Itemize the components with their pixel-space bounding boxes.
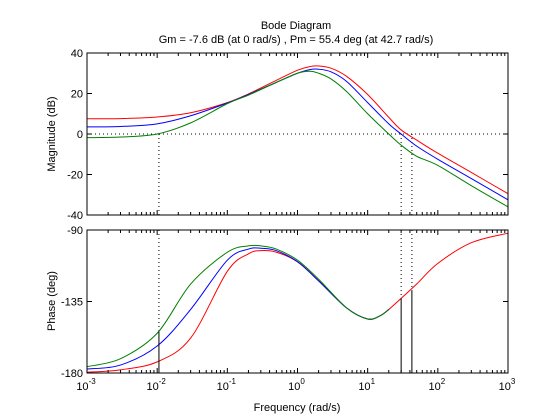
phase-x-tick-label: 103 [499, 377, 516, 393]
phase-x-tick-exponent: 1 [371, 377, 376, 386]
chart-subtitle: Gm = -7.6 dB (at 0 rad/s) , Pm = 55.4 de… [159, 34, 434, 46]
phase-x-tick-label: 100 [288, 377, 305, 393]
phase-guide-lines [158, 230, 413, 332]
x-axis-label: Frequency (rad/s) [254, 402, 341, 414]
phase-x-tick-exponent: -1 [229, 377, 237, 386]
magnitude-y-tick-label: -40 [67, 210, 83, 222]
phase-y-tick-label: -135 [61, 297, 83, 309]
phase-x-tick-label: 10-2 [146, 377, 166, 393]
phase-x-tick-exponent: 0 [300, 377, 305, 386]
magnitude-plot-frame [86, 52, 509, 216]
magnitude-plot: -40 -20 0 20 40 Magnitude (dB) [46, 48, 509, 222]
phase-y-tick-label: -90 [67, 225, 83, 237]
magnitude-y-tick-label: 40 [71, 48, 83, 60]
magnitude-y-axis-label: Magnitude (dB) [46, 96, 58, 171]
magnitude-series-line-blue [86, 68, 509, 201]
magnitude-series [86, 65, 509, 208]
phase-x-tick-exponent: 3 [511, 377, 516, 386]
phase-plot: -180 -135 -90 1 0 -3 10-2 10-1 100 101 102 103 Phas… [46, 225, 516, 393]
chart-title: Bode Diagram [261, 20, 331, 32]
phase-y-axis-label: Phase (deg) [46, 271, 58, 331]
phase-x-tick-label: 10-1 [217, 377, 237, 393]
magnitude-series-line-red [86, 65, 509, 195]
magnitude-series-line-green [86, 70, 509, 208]
phase-y-tick-label: -180 [61, 368, 83, 380]
phase-x-tick-exponent: -2 [159, 377, 167, 386]
phase-x-tick-exponent: -3 [89, 377, 97, 386]
phase-x-tick-label: 101 [358, 377, 375, 393]
magnitude-y-tick-label: -20 [67, 170, 83, 182]
magnitude-y-tick-label: 0 [77, 129, 83, 141]
magnitude-y-tick-label: 20 [71, 89, 83, 101]
phase-series-line-green [86, 244, 390, 368]
magnitude-plot-area [87, 53, 508, 215]
phase-x-tick-label: 102 [428, 377, 445, 393]
phase-series [86, 232, 509, 373]
phase-x-tick-exponent: 2 [441, 377, 446, 386]
magnitude-guide-lines [87, 133, 508, 215]
phase-plot-area [87, 230, 508, 373]
phase-plot-frame [86, 229, 509, 374]
phase-stem-lines [158, 290, 413, 373]
